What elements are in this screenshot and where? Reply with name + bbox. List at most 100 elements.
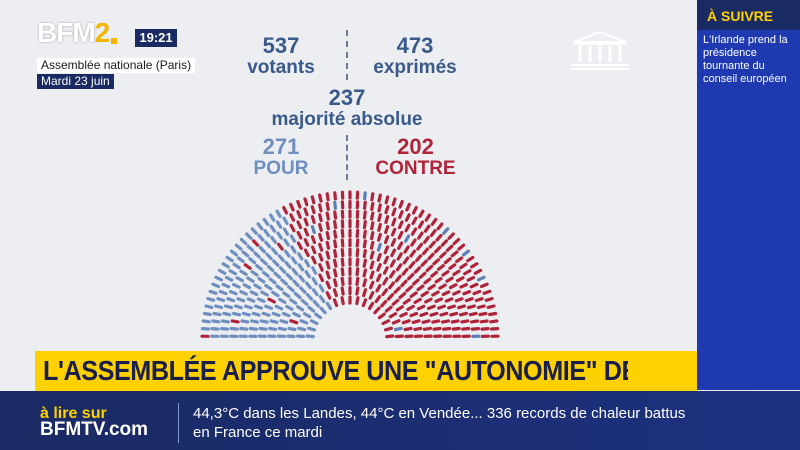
hemicycle-seat <box>259 258 268 266</box>
hemicycle-seat <box>394 274 402 283</box>
hemicycle-seat <box>242 283 252 290</box>
hemicycle-seat <box>388 312 398 319</box>
hemicycle-seat <box>220 319 230 324</box>
hemicycle-seat <box>318 232 324 242</box>
hemicycle-seat <box>296 241 303 250</box>
hemicycle-seat <box>275 220 283 229</box>
hemicycle-seat <box>296 199 302 209</box>
hemicycle-seat <box>410 238 417 247</box>
hemicycle-seat <box>370 221 375 231</box>
hemicycle-seat <box>306 326 317 332</box>
hemicycle-seat <box>332 298 339 308</box>
hemicycle-seat <box>384 205 390 215</box>
hemicycle-seat <box>312 299 320 308</box>
hemicycle-seat <box>355 228 360 239</box>
hemicycle-seat <box>456 276 465 283</box>
hemicycle-seat <box>448 283 458 290</box>
logo-text: BFM <box>37 17 96 48</box>
hemicycle-seat <box>256 222 264 231</box>
hemicycle-seat <box>325 280 331 290</box>
hemicycle-seat <box>275 284 284 292</box>
hemicycle-seat <box>270 247 279 256</box>
hemicycle-seat <box>250 227 258 235</box>
hemicycle-seat <box>251 239 260 247</box>
hemicycle-seat <box>325 192 330 202</box>
hemicycle-seat <box>399 312 408 318</box>
hemicycle-seat <box>423 224 431 233</box>
hemicycle-seat <box>457 304 466 310</box>
hemicycle-seat <box>333 229 338 239</box>
hemicycle-seat <box>318 273 325 283</box>
hemicycle-seat <box>390 248 397 258</box>
hemicycle-seat <box>377 232 382 242</box>
hemicycle-seat <box>291 267 299 276</box>
hemicycle-seat <box>410 227 418 236</box>
hemicycle-seat <box>318 193 323 203</box>
hemicycle-seat <box>377 203 382 213</box>
hemicycle-seat <box>269 224 277 233</box>
hemicycle-seat <box>396 252 403 261</box>
hemicycle-seat <box>362 210 367 220</box>
hemicycle-seat <box>253 251 261 259</box>
hemicycle-seat <box>230 249 239 257</box>
hemicycle-seat <box>484 296 494 302</box>
hemicycle-seat <box>488 311 498 317</box>
hemicycle-seat <box>409 249 417 258</box>
date-label: Mardi 23 juin <box>37 74 114 89</box>
ticker-label-top: à lire sur <box>40 405 107 422</box>
hemicycle-seat <box>402 298 411 305</box>
hemicycle-seat <box>459 282 468 289</box>
hemicycle-seat <box>289 202 295 212</box>
hemicycle-seat-chart <box>200 190 500 339</box>
hemicycle-seat <box>407 272 415 281</box>
hemicycle-seat <box>417 220 425 229</box>
hemicycle-seat <box>310 215 316 225</box>
hemicycle-seat <box>355 276 360 287</box>
hemicycle-seat <box>427 283 436 291</box>
hemicycle-seat <box>388 281 395 290</box>
hemicycle-seat <box>286 285 295 293</box>
hemicycle-seat <box>340 257 345 267</box>
hemicycle-seat <box>363 191 367 201</box>
hemicycle-seat <box>437 304 446 310</box>
hemicycle-seat <box>375 283 382 293</box>
hemicycle-seat <box>270 235 278 244</box>
hemicycle-seat <box>474 297 484 303</box>
hemicycle-seat <box>202 311 212 317</box>
hemicycle-seat <box>398 291 407 300</box>
hemicycle-seat <box>246 297 256 303</box>
hemicycle-seat <box>362 288 368 298</box>
hemicycle-seat <box>419 311 429 317</box>
hemicycle-seat <box>384 225 390 235</box>
hemicycle-seat <box>333 191 337 201</box>
hemicycle-seat <box>430 270 439 278</box>
hemicycle-seat <box>273 271 282 279</box>
hemicycle-seat <box>303 197 309 207</box>
hemicycle-seat <box>340 286 345 296</box>
hemicycle-seat <box>333 200 337 210</box>
ticker-text: 44,3°C dans les Landes, 44°C en Vendée..… <box>193 404 793 442</box>
hemicycle-seat <box>411 216 418 226</box>
hemicycle-seat <box>362 229 367 239</box>
pour-label: POUR <box>253 158 309 179</box>
hemicycle-seat <box>263 229 271 238</box>
hemicycle-seat <box>377 213 382 223</box>
hemicycle-seat <box>307 305 316 313</box>
hemicycle-seat <box>297 263 305 272</box>
hemicycle-seat <box>355 238 360 248</box>
hemicycle-seat <box>304 281 312 290</box>
hemicycle-seat <box>318 222 323 232</box>
ticker-separator <box>178 403 179 443</box>
hemicycle-seat <box>391 217 397 227</box>
votants-label: votants <box>247 57 315 78</box>
hemicycle-seat <box>325 250 331 260</box>
hemicycle-seat <box>397 241 404 250</box>
hemicycle-seat <box>249 319 260 324</box>
hemicycle-seat <box>278 297 287 305</box>
hemicycle-seat <box>282 227 290 236</box>
parliament-building-icon <box>570 30 630 70</box>
hemicycle-seat <box>447 304 456 310</box>
hemicycle-seat <box>256 297 266 304</box>
hemicycle-seat <box>282 291 291 299</box>
hemicycle-seat <box>284 260 292 269</box>
